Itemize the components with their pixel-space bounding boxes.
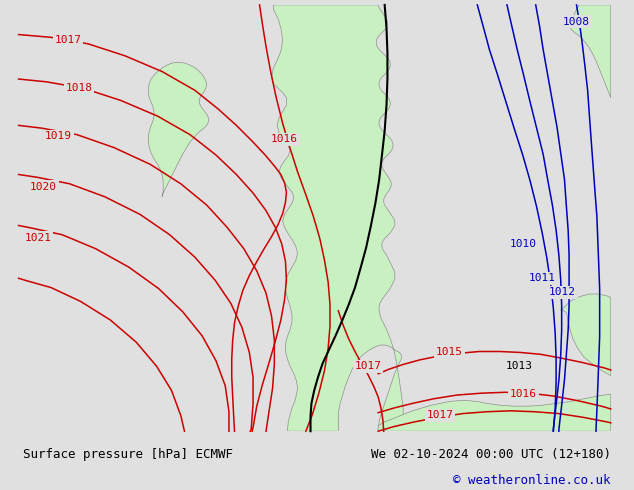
Polygon shape: [571, 5, 611, 98]
Text: 1017: 1017: [55, 35, 81, 45]
Polygon shape: [560, 294, 611, 376]
Text: 1019: 1019: [45, 131, 72, 142]
Text: 1018: 1018: [65, 83, 93, 93]
Text: 1017: 1017: [427, 411, 454, 420]
Text: 1010: 1010: [510, 239, 537, 249]
Polygon shape: [148, 62, 209, 196]
Text: 1015: 1015: [436, 346, 463, 357]
Text: Surface pressure [hPa] ECMWF: Surface pressure [hPa] ECMWF: [23, 448, 233, 461]
Polygon shape: [271, 5, 403, 431]
Text: © weatheronline.co.uk: © weatheronline.co.uk: [453, 474, 611, 487]
Text: 1013: 1013: [505, 361, 533, 371]
Text: 1016: 1016: [271, 134, 298, 144]
Text: 1011: 1011: [529, 273, 555, 283]
Text: We 02-10-2024 00:00 UTC (12+180): We 02-10-2024 00:00 UTC (12+180): [371, 448, 611, 461]
Text: 1012: 1012: [549, 287, 576, 297]
Polygon shape: [378, 394, 611, 431]
Text: 1008: 1008: [563, 17, 590, 26]
Text: 1020: 1020: [30, 181, 57, 192]
Text: 1017: 1017: [354, 361, 382, 371]
Text: 1021: 1021: [25, 233, 51, 243]
Text: 1016: 1016: [510, 389, 537, 399]
